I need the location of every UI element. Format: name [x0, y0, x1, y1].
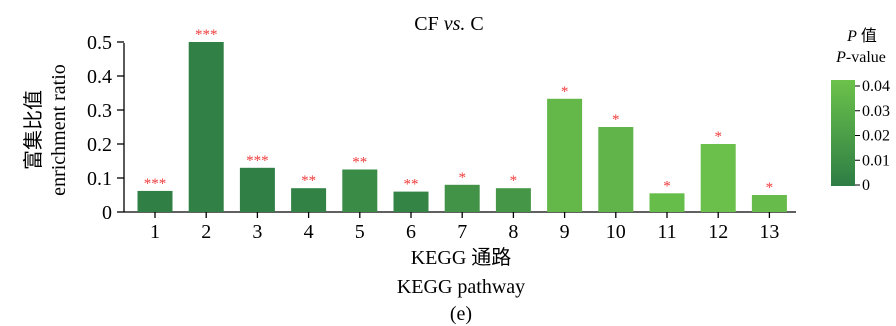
- legend-tick-label: 0.01: [862, 152, 890, 169]
- legend-title: P 值: [846, 27, 877, 45]
- significance-label-12: *: [714, 129, 722, 145]
- x-tick-label-6: 6: [406, 221, 416, 243]
- y-tick-label: 0.5: [87, 32, 112, 54]
- bar-8: [495, 188, 531, 212]
- x-tick-label-3: 3: [252, 221, 262, 243]
- y-tick-label: 0: [102, 202, 112, 224]
- significance-label-4: **: [301, 173, 316, 189]
- y-ticks: 0 0.1 0.2 0.3 0.4 0.5: [87, 32, 124, 224]
- x-tick-label-12: 12: [708, 221, 728, 243]
- x-tick-label-4: 4: [304, 221, 314, 243]
- significance-label-3: ***: [246, 153, 269, 169]
- y-tick-label: 0.4: [87, 66, 112, 88]
- bar-9: [547, 98, 583, 212]
- x-tick-label-13: 13: [759, 221, 779, 243]
- bar-3: [239, 167, 275, 212]
- bar-5: [342, 169, 378, 212]
- significance-label-6: **: [404, 177, 419, 193]
- x-tick-label-10: 10: [606, 221, 626, 243]
- x-tick-label-8: 8: [508, 221, 518, 243]
- bar-11: [649, 193, 685, 212]
- panel-label: (e): [450, 303, 472, 325]
- legend-tick-label: 0.03: [862, 103, 890, 120]
- x-tick-label-9: 9: [560, 221, 570, 243]
- legend-subtitle: P-value: [835, 49, 886, 66]
- significance-label-2: ***: [195, 27, 218, 43]
- x-axis-title-cn: KEGG 通路: [411, 246, 512, 269]
- y-axis-title-en: enrichment ratio: [48, 64, 70, 196]
- x-tick-label-2: 2: [201, 221, 211, 243]
- legend-colorbar: [831, 80, 855, 186]
- bars: [137, 42, 787, 212]
- bar-10: [598, 127, 634, 212]
- significance-label-5: **: [352, 155, 367, 171]
- legend-tick-label: 0.02: [862, 128, 890, 145]
- significance-label-8: *: [510, 173, 518, 189]
- bar-13: [751, 195, 787, 212]
- legend-tick-label: 0: [862, 177, 870, 194]
- x-axis-title-en: KEGG pathway: [397, 276, 525, 298]
- x-tick-label-5: 5: [355, 221, 365, 243]
- y-axis-title-cn: 富集比值: [22, 90, 45, 170]
- significance-label-7: *: [458, 170, 466, 186]
- bar-2: [188, 42, 224, 212]
- legend-ticks: 0 0.01 0.02 0.03 0.04: [855, 78, 890, 194]
- bar-12: [700, 144, 736, 212]
- significance-labels: *************** * ******: [144, 27, 773, 196]
- bar-1: [137, 190, 173, 212]
- significance-label-10: *: [612, 112, 620, 128]
- x-tick-label-11: 11: [657, 221, 676, 243]
- bar-6: [393, 191, 429, 212]
- legend-tick-label: 0.04: [862, 78, 890, 95]
- x-tick-label-1: 1: [150, 221, 160, 243]
- y-tick-label: 0.2: [87, 134, 112, 156]
- significance-label-9: *: [561, 84, 569, 100]
- significance-label-1: ***: [144, 176, 167, 192]
- chart-title: CF vs. C: [414, 13, 483, 35]
- y-tick-label: 0.1: [87, 168, 112, 190]
- x-tick-label-7: 7: [457, 221, 467, 243]
- x-ticks: 1 2 3 4 5 6 7 8 9 10 11 12 13: [150, 212, 779, 243]
- bar-4: [291, 188, 327, 212]
- y-tick-label: 0.3: [87, 100, 112, 122]
- bar-7: [444, 184, 480, 212]
- color-legend: P 值 P-value 0 0.01 0.02 0.03 0.04: [831, 27, 890, 194]
- significance-label-13: *: [766, 180, 774, 196]
- significance-label-11: *: [663, 178, 671, 194]
